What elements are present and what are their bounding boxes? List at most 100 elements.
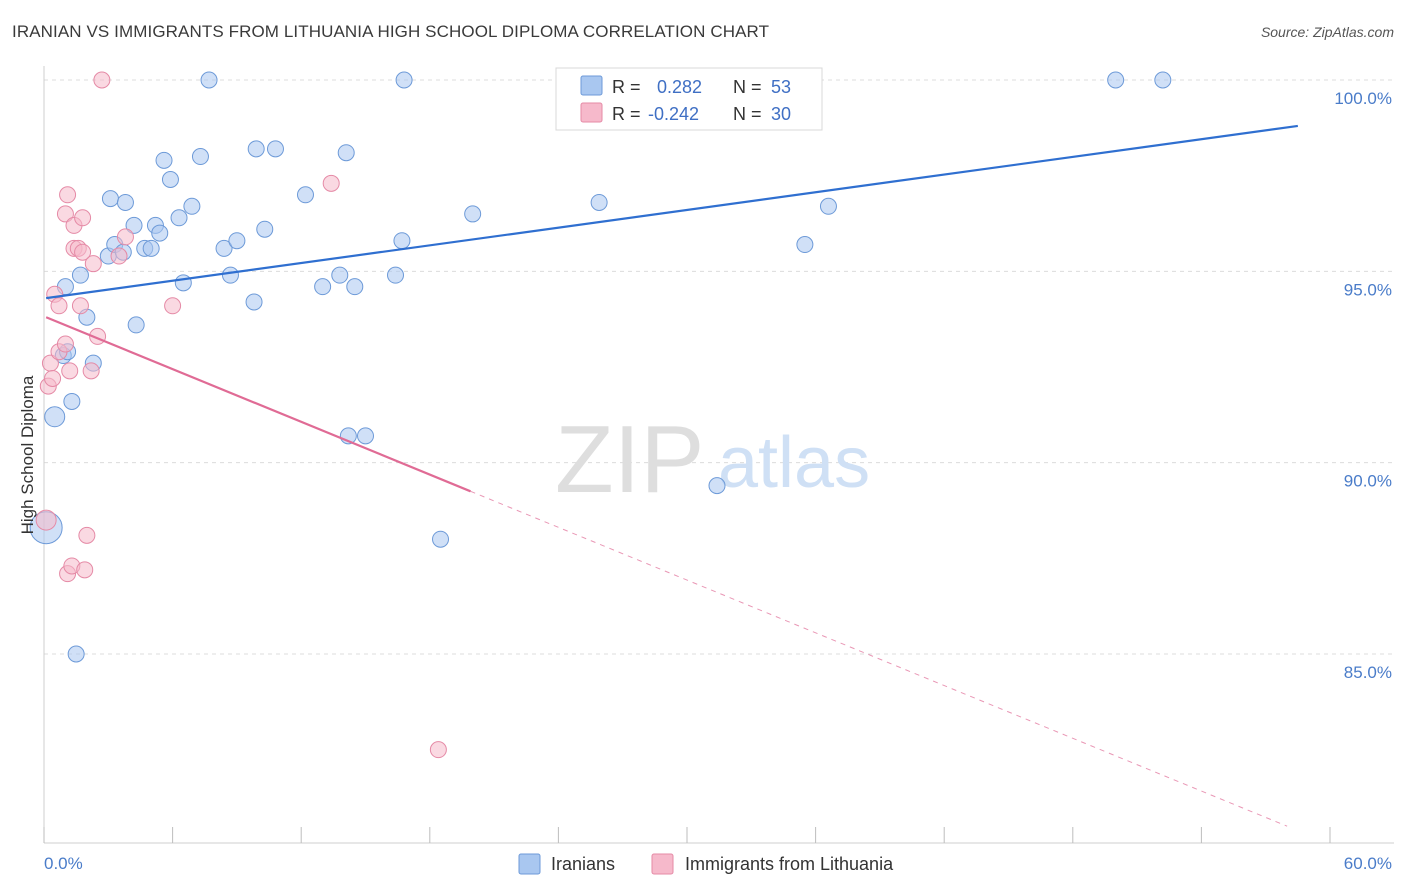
data-point <box>50 297 68 315</box>
data-point <box>387 266 405 284</box>
legend-swatch-lithuania <box>651 853 674 875</box>
data-point <box>116 228 134 246</box>
data-point <box>1154 71 1172 89</box>
grid-lines <box>44 79 1394 655</box>
data-point <box>1107 71 1125 89</box>
trend-lines <box>45 124 1298 827</box>
stats-swatch-iranians <box>580 75 603 96</box>
axes <box>43 66 1394 844</box>
watermark-atlas: atlas <box>718 423 870 503</box>
data-point <box>314 278 332 296</box>
data-point <box>191 148 209 166</box>
data-point <box>170 209 188 227</box>
y-tick-label: 100.0% <box>1334 89 1392 108</box>
stats-r-value-lithuania: -0.242 <box>648 104 699 124</box>
data-point <box>116 193 134 211</box>
watermark: ZIP atlas <box>555 406 870 513</box>
data-point <box>590 193 608 211</box>
x-tick-label: 60.0% <box>1344 854 1392 873</box>
chart-title: IRANIAN VS IMMIGRANTS FROM LITHUANIA HIG… <box>12 22 770 41</box>
stats-swatch-lithuania <box>580 102 603 123</box>
stats-n-value-iranians: 53 <box>771 77 791 97</box>
y-tick-label: 90.0% <box>1344 472 1392 491</box>
data-point <box>183 197 201 215</box>
y-tick-label: 85.0% <box>1344 663 1392 682</box>
x-tick-labels: 0.0% 60.0% <box>44 854 1392 873</box>
trend-line <box>45 124 1298 300</box>
data-point <box>74 243 92 261</box>
data-point <box>71 297 89 315</box>
data-point <box>44 369 62 387</box>
data-point <box>464 205 482 223</box>
stats-r-value-iranians: 0.282 <box>657 77 702 97</box>
stats-n-label-iranians: N = <box>733 77 762 97</box>
data-point <box>200 71 218 89</box>
trend-line <box>45 316 471 493</box>
y-tick-label: 95.0% <box>1344 280 1392 299</box>
data-point <box>82 362 100 380</box>
data-point <box>93 71 111 89</box>
data-point <box>164 297 182 315</box>
data-point <box>61 362 79 380</box>
legend-label-iranians: Iranians <box>551 854 615 874</box>
data-point <box>228 232 246 250</box>
y-axis-title: High School Diploma <box>18 375 37 534</box>
data-point <box>819 197 837 215</box>
data-point <box>346 278 364 296</box>
data-point <box>76 561 94 579</box>
data-point <box>322 174 340 192</box>
legend-label-lithuania: Immigrants from Lithuania <box>685 854 894 874</box>
chart-source: Source: ZipAtlas.com <box>1260 24 1394 40</box>
data-point <box>35 509 57 531</box>
data-point <box>256 220 274 238</box>
data-point <box>245 293 263 311</box>
data-point <box>337 144 355 162</box>
data-point <box>432 530 450 548</box>
stats-box: R = 0.282 N = 53 R = -0.242 N = 30 <box>555 67 823 131</box>
data-point <box>247 140 265 158</box>
data-point <box>266 140 284 158</box>
series-iranians <box>29 71 1172 663</box>
series-lithuania <box>35 71 447 759</box>
data-point <box>84 255 102 273</box>
data-point <box>110 247 128 265</box>
data-point <box>142 239 160 257</box>
data-point <box>63 392 81 410</box>
watermark-zip: ZIP <box>555 406 704 513</box>
data-point <box>127 316 145 334</box>
data-point <box>125 216 143 234</box>
data-point <box>67 645 85 663</box>
data-point <box>215 239 233 257</box>
data-point <box>71 266 89 284</box>
data-point <box>174 274 192 292</box>
data-point <box>429 741 447 759</box>
data-point <box>151 224 169 242</box>
data-point <box>796 236 814 254</box>
data-point <box>296 186 314 204</box>
data-point <box>221 266 239 284</box>
data-point <box>708 477 726 495</box>
data-point <box>78 526 96 544</box>
data-point <box>101 190 119 208</box>
x-tick-label: 0.0% <box>44 854 83 873</box>
data-point <box>395 71 413 89</box>
legend: Iranians Immigrants from Lithuania <box>518 853 894 875</box>
data-point <box>357 427 374 445</box>
y-tick-labels: 100.0% 95.0% 90.0% 85.0% <box>1334 89 1392 682</box>
legend-swatch-iranians <box>518 853 541 875</box>
data-point <box>56 205 74 223</box>
stats-r-label-lithuania: R = <box>612 104 641 124</box>
data-point <box>74 209 92 227</box>
data-point <box>44 406 66 428</box>
trend-line-extension <box>470 490 1288 827</box>
stats-n-value-lithuania: 30 <box>771 104 791 124</box>
data-point <box>59 186 77 204</box>
stats-r-label-iranians: R = <box>612 77 641 97</box>
data-point <box>56 335 74 353</box>
stats-n-label-lithuania: N = <box>733 104 762 124</box>
data-point <box>155 151 173 169</box>
data-point <box>331 266 349 284</box>
data-point <box>393 232 411 250</box>
data-point <box>161 170 179 188</box>
